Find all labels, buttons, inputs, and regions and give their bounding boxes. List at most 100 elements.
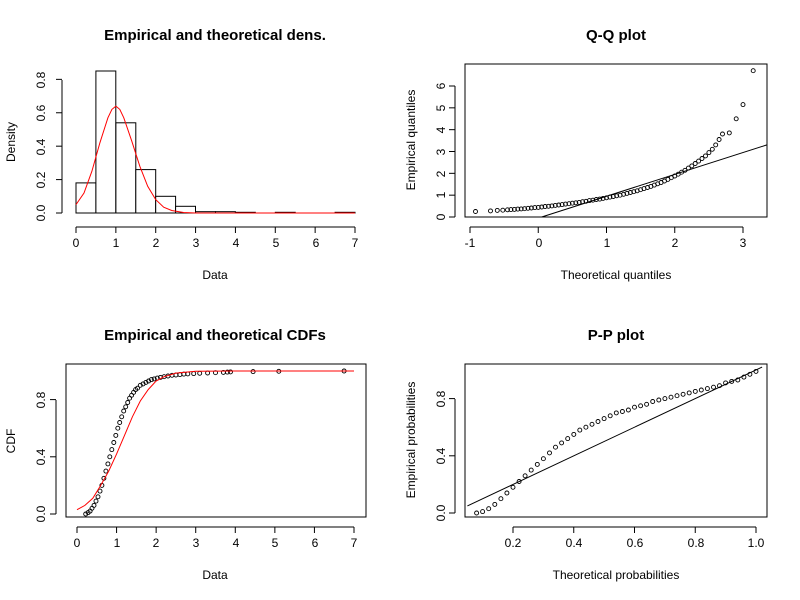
pp-point xyxy=(656,397,662,403)
density-ylabel: Density xyxy=(4,122,18,162)
qq-xtick-2: 1 xyxy=(604,236,611,250)
pp-point xyxy=(528,467,534,473)
pp-point xyxy=(601,416,607,422)
qq-point xyxy=(685,165,691,171)
pp-point xyxy=(510,484,516,490)
pp-point xyxy=(735,377,741,383)
pp-point xyxy=(692,388,698,394)
qq-panel: Q-Q plot Theoretical quantiles Empirical… xyxy=(404,27,768,282)
pp-point xyxy=(571,431,577,437)
qq-point xyxy=(566,201,572,207)
cdf-point xyxy=(117,420,123,425)
pp-point xyxy=(589,421,595,427)
qq-point xyxy=(627,190,633,195)
qq-plot-box xyxy=(464,63,768,218)
qq-point xyxy=(706,150,712,156)
pp-ylabel: Empirical probabilities xyxy=(404,382,418,499)
qq-point xyxy=(740,102,746,108)
cdf-ytick-2: 0.8 xyxy=(34,391,48,408)
qq-point xyxy=(607,194,613,200)
qq-marks xyxy=(449,68,768,233)
pp-point xyxy=(674,393,680,399)
density-panel: Empirical and theoretical dens. Data Den… xyxy=(4,27,359,282)
qq-point xyxy=(573,200,579,206)
qq-point xyxy=(682,167,688,173)
cdf-xtick-3: 3 xyxy=(193,536,200,550)
qq-point xyxy=(556,202,562,208)
qq-point xyxy=(610,194,616,199)
cdf-point xyxy=(191,371,197,377)
pp-point xyxy=(680,391,686,397)
pp-point xyxy=(565,436,571,442)
density-xlabel: Data xyxy=(202,268,228,282)
qq-ytick-5: 5 xyxy=(434,104,448,111)
qq-point xyxy=(689,163,695,169)
pp-point xyxy=(686,390,692,396)
qq-point xyxy=(563,201,568,207)
qq-ytick-0: 0 xyxy=(434,213,448,220)
qq-point xyxy=(539,204,545,210)
qq-xtick-4: 3 xyxy=(740,236,747,250)
pp-point xyxy=(498,496,504,502)
cdf-point xyxy=(113,432,119,438)
qq-point xyxy=(511,206,517,212)
pp-point xyxy=(698,387,704,393)
cdf-xtick-4: 4 xyxy=(233,536,240,550)
qq-ytick-6: 6 xyxy=(434,82,448,89)
density-ytick-3: 0.6 xyxy=(34,104,48,121)
cdf-point xyxy=(83,511,89,517)
qq-point xyxy=(576,199,582,205)
pp-point xyxy=(729,378,735,384)
cdf-xtick-7: 7 xyxy=(351,536,358,550)
histogram-bar xyxy=(95,70,117,214)
pp-point xyxy=(650,399,656,404)
pp-point xyxy=(723,380,729,386)
qq-xtick-0: -1 xyxy=(465,236,476,250)
qq-point xyxy=(692,161,698,166)
cdf-point xyxy=(107,454,113,460)
qq-point xyxy=(580,199,586,205)
pp-xtick-1: 0.4 xyxy=(566,536,583,550)
pp-ytick-1: 0.4 xyxy=(434,447,448,464)
qq-point xyxy=(532,205,538,211)
qq-point xyxy=(726,130,732,136)
cdf-fit-curve xyxy=(76,370,354,511)
cdf-title: Empirical and theoretical CDFs xyxy=(104,327,326,344)
cdf-point xyxy=(105,461,111,467)
cdf-point xyxy=(115,425,121,431)
cdf-point xyxy=(123,404,129,410)
density-xtick-1: 1 xyxy=(113,236,120,250)
qq-point xyxy=(713,142,719,148)
histogram-bar xyxy=(135,169,157,214)
pp-xtick-4: 1.0 xyxy=(748,536,765,550)
density-xtick-5: 5 xyxy=(273,236,280,250)
pp-marks xyxy=(449,366,763,533)
qq-point xyxy=(600,195,606,201)
qq-point xyxy=(518,206,524,212)
pp-point xyxy=(632,404,637,410)
cdf-marks xyxy=(50,368,355,533)
cdf-ylabel: CDF xyxy=(4,429,18,454)
cdf-point xyxy=(93,498,99,504)
pp-point xyxy=(741,374,747,380)
cdf-plot-box xyxy=(65,363,367,518)
qq-point xyxy=(699,156,705,161)
cdf-xtick-0: 0 xyxy=(74,536,81,550)
qq-point xyxy=(552,202,558,208)
qq-point xyxy=(515,206,521,212)
qq-xlabel: Theoretical quantiles xyxy=(561,268,672,282)
pp-title: P-P plot xyxy=(588,327,644,344)
cdf-point xyxy=(97,488,103,494)
pp-point xyxy=(480,509,486,515)
qq-point xyxy=(473,209,478,214)
qq-point xyxy=(583,198,589,204)
qq-point xyxy=(525,205,531,211)
qq-point xyxy=(733,116,739,122)
pp-point xyxy=(577,427,583,433)
qq-xtick-3: 2 xyxy=(672,236,679,250)
pp-point xyxy=(540,456,546,462)
pp-point xyxy=(662,396,668,402)
density-xtick-4: 4 xyxy=(233,236,240,250)
cdf-ytick-1: 0.4 xyxy=(34,448,48,465)
